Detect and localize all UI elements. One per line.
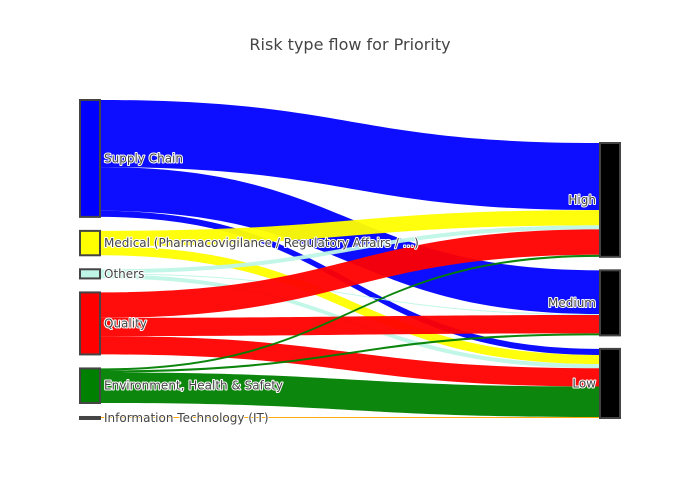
link-quality-to-medium	[100, 315, 600, 337]
node-medium[interactable]	[599, 269, 621, 337]
link-quality-to-low	[100, 336, 600, 387]
link-it-to-low	[100, 416, 600, 418]
node-label-supply: Supply Chain	[104, 151, 183, 165]
node-high[interactable]	[599, 142, 621, 258]
node-label-it: Information Technology (IT)	[104, 411, 269, 425]
link-supply-to-high	[100, 100, 600, 211]
node-label-high: High	[568, 193, 596, 207]
node-label-medical: Medical (Pharmacovigilance / Regulatory …	[104, 236, 419, 250]
node-label-others: Others	[104, 267, 144, 281]
link-supply-to-medium	[100, 167, 600, 315]
sankey-links	[100, 100, 600, 418]
link-ehs-to-medium	[100, 333, 600, 373]
node-label-ehs: Environment, Health & Safety	[104, 379, 283, 393]
link-others-to-medium	[100, 273, 600, 316]
node-label-medium: Medium	[548, 296, 596, 310]
node-quality[interactable]	[79, 291, 101, 356]
node-supply[interactable]	[79, 99, 101, 218]
link-quality-to-high	[100, 229, 600, 318]
sankey-labels: Supply Chain Medical (Pharmacovigilance /…	[103, 150, 597, 426]
link-others-to-high	[100, 225, 600, 274]
link-ehs-to-low	[100, 372, 600, 417]
link-medical-to-high	[100, 210, 600, 247]
node-low[interactable]	[599, 347, 621, 420]
node-others[interactable]	[79, 268, 101, 280]
link-medical-to-low	[100, 246, 600, 365]
node-label-quality: Quality	[104, 316, 147, 330]
link-ehs-to-high	[100, 254, 600, 371]
sankey-nodes	[79, 99, 621, 420]
chart-title: Risk type flow for Priority	[249, 35, 450, 54]
node-ehs[interactable]	[79, 367, 101, 404]
node-label-low: Low	[572, 376, 596, 390]
node-medical[interactable]	[79, 229, 101, 257]
node-it[interactable]	[79, 415, 101, 420]
